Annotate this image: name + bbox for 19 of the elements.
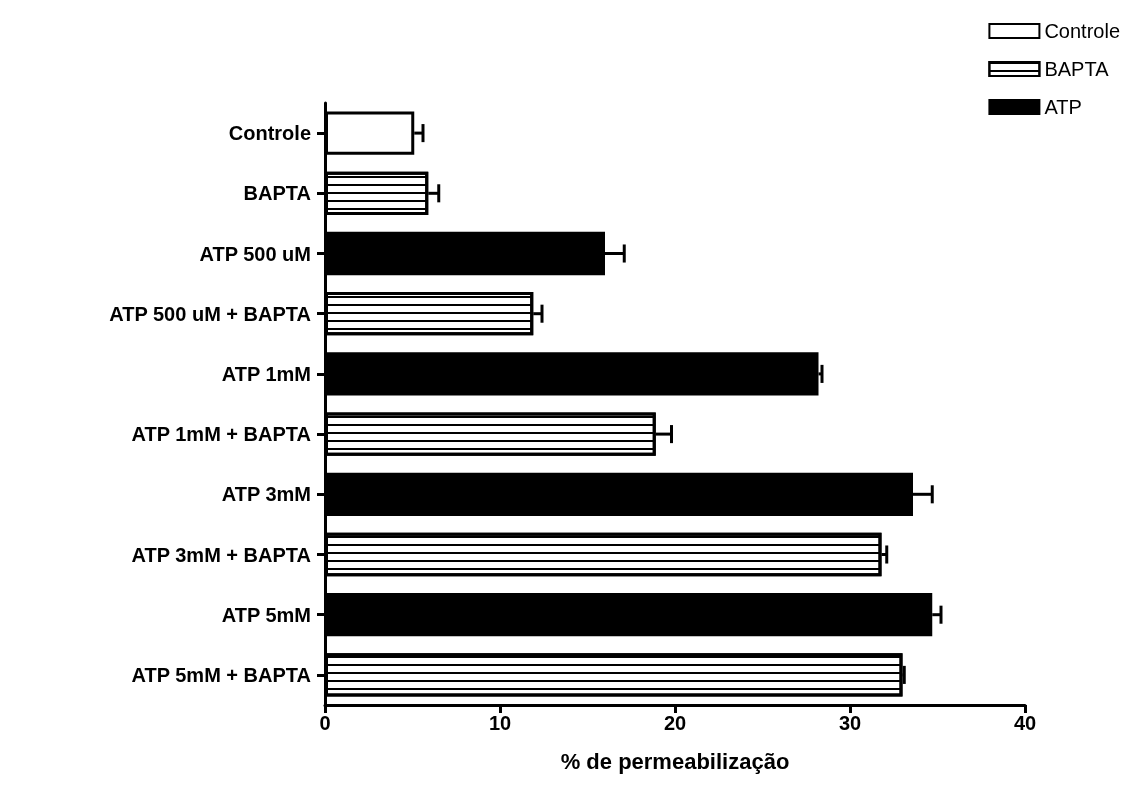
y-tick-label: ATP 3mM + BAPTA xyxy=(131,543,311,566)
legend-label: BAPTA xyxy=(1044,58,1110,80)
y-tick-label: ATP 1mM + BAPTA xyxy=(131,423,311,446)
legend-label: ATP xyxy=(1044,96,1082,118)
y-tick-label: BAPTA xyxy=(243,182,311,205)
x-tick-label: 0 xyxy=(319,712,331,734)
legend-label: Controle xyxy=(1044,20,1121,42)
y-tick-label: ATP 500 uM + BAPTA xyxy=(109,302,311,325)
y-tick-label: Controle xyxy=(228,122,311,145)
x-tick-label: 30 xyxy=(838,712,862,734)
y-tick-label: ATP 5mM xyxy=(221,603,311,626)
x-tick-label: 40 xyxy=(1013,712,1037,734)
y-tick-label: ATP 1mM xyxy=(221,362,311,385)
y-tick-label: ATP 3mM xyxy=(221,483,311,506)
x-tick-label: 10 xyxy=(488,712,512,734)
y-tick-label: ATP 500 uM xyxy=(199,242,311,265)
y-tick-label: ATP 5mM + BAPTA xyxy=(131,663,311,686)
x-tick-label: 20 xyxy=(663,712,687,734)
x-axis-title: % de permeabilização xyxy=(560,748,790,774)
